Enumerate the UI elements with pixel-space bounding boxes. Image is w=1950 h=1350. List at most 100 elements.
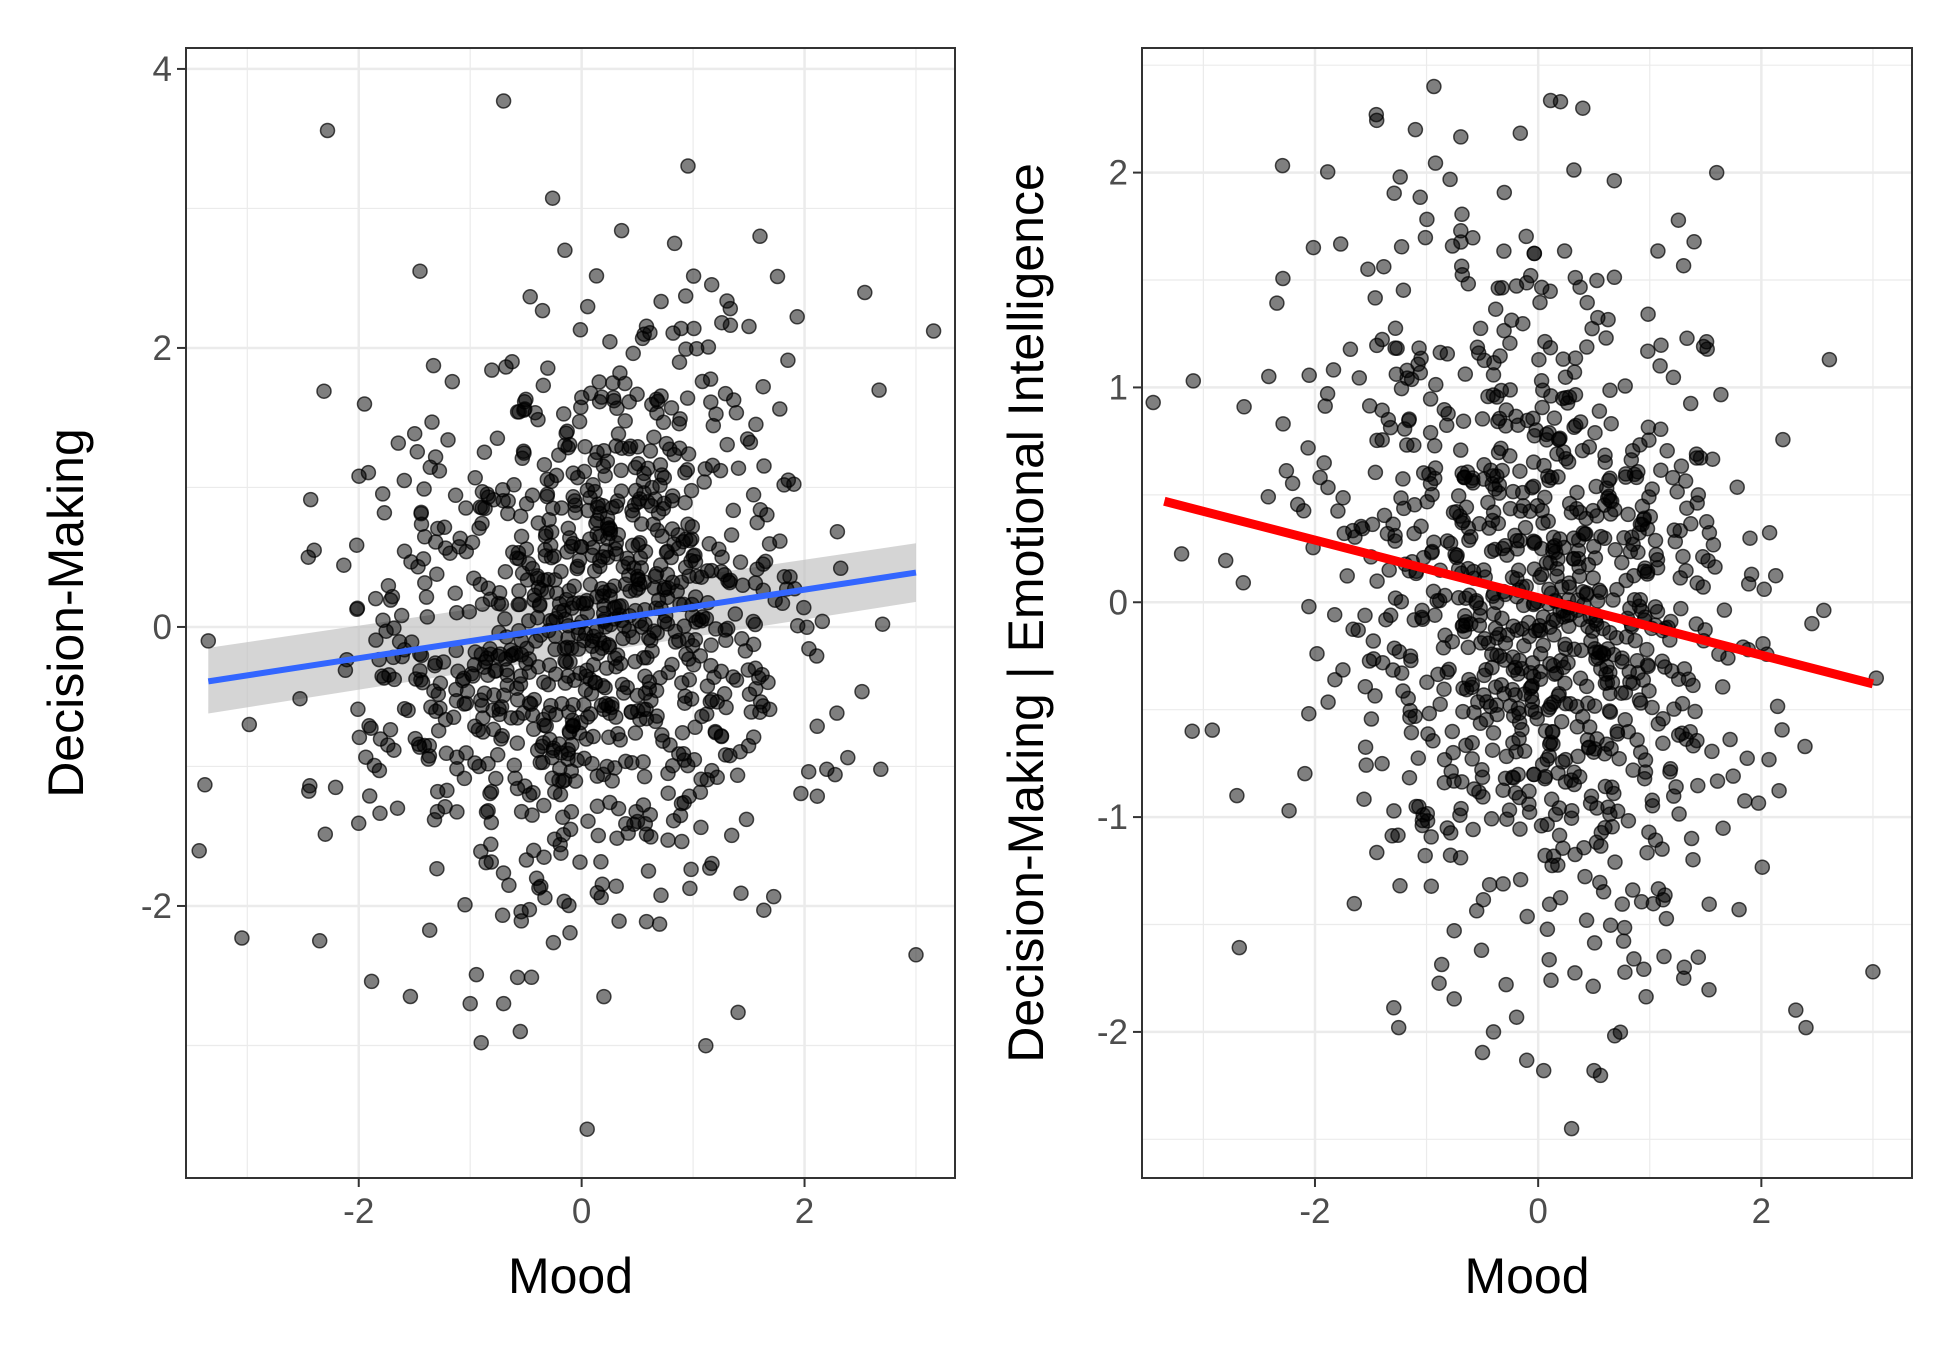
right-data-point <box>1582 795 1599 812</box>
right-data-point <box>1185 373 1202 389</box>
left-data-point <box>555 406 572 422</box>
left-data-point <box>480 489 497 505</box>
right-data-point <box>1543 972 1559 989</box>
right-data-point <box>1374 331 1390 348</box>
right-data-point <box>1606 172 1623 189</box>
left-data-point <box>557 675 574 691</box>
right-data-point <box>1403 371 1420 388</box>
right-data-point <box>1465 821 1481 838</box>
right-data-point <box>1555 351 1571 367</box>
left-data-point <box>700 339 717 355</box>
left-data-point <box>565 717 582 733</box>
right-data-point <box>1685 677 1701 694</box>
right-data-point <box>1487 679 1504 695</box>
right-data-point <box>1427 155 1444 171</box>
left-data-point <box>747 660 764 677</box>
right-data-point <box>1447 546 1463 563</box>
right-data-point <box>1685 851 1701 868</box>
left-data-point <box>644 396 660 413</box>
right-data-point <box>1731 901 1747 918</box>
left-x-tick-label: -2 <box>343 1192 374 1231</box>
right-data-point <box>1473 942 1490 959</box>
left-data-point <box>536 797 552 814</box>
left-data-point <box>571 413 588 430</box>
right-data-point <box>1589 731 1605 747</box>
left-data-point <box>725 392 742 408</box>
right-data-point <box>1335 490 1351 506</box>
left-data-point <box>477 653 494 670</box>
left-data-point <box>642 324 658 341</box>
left-plot-frame <box>185 47 956 1179</box>
left-data-point <box>562 654 578 670</box>
left-data-point <box>608 878 624 894</box>
right-data-point <box>1376 507 1393 524</box>
right-data-point <box>1569 484 1585 501</box>
left-data-point <box>686 320 702 337</box>
right-data-point <box>1653 337 1669 353</box>
right-data-point <box>1671 806 1687 822</box>
right-data-point <box>1412 189 1428 206</box>
left-data-point <box>745 729 762 745</box>
right-data-point <box>1589 272 1605 289</box>
left-data-point <box>732 554 749 570</box>
left-data-point <box>311 933 328 949</box>
left-data-point <box>553 500 570 516</box>
left-data-point <box>774 595 791 612</box>
left-data-point <box>430 520 446 537</box>
right-data-point <box>1284 475 1301 492</box>
left-data-point <box>589 589 605 605</box>
left-data-point <box>873 761 889 778</box>
left-data-point <box>651 916 668 932</box>
right-data-point <box>1579 339 1595 355</box>
left-data-point <box>643 498 660 514</box>
left-data-point <box>625 345 641 362</box>
left-data-point <box>602 794 618 811</box>
left-data-point <box>509 780 526 797</box>
right-data-point <box>1484 512 1501 529</box>
right-data-point <box>1636 563 1653 579</box>
left-data-point <box>440 432 456 448</box>
right-data-point <box>1725 768 1741 784</box>
left-data-point <box>772 533 788 549</box>
left-data-point <box>586 563 603 579</box>
left-data-point <box>390 435 407 451</box>
right-data-point <box>1332 236 1349 252</box>
left-data-point <box>713 728 730 745</box>
right-data-point <box>1611 750 1627 767</box>
left-data-point <box>473 1034 489 1051</box>
left-data-point <box>619 550 635 567</box>
left-data-point <box>789 309 805 325</box>
right-data-point <box>1274 157 1291 174</box>
left-data-point <box>772 401 788 417</box>
right-data-point <box>1485 1024 1502 1040</box>
right-data-point <box>1657 659 1673 675</box>
right-data-point <box>1540 513 1556 530</box>
right-data-point <box>1532 294 1548 311</box>
right-data-point <box>1552 93 1569 110</box>
left-data-point <box>351 729 368 746</box>
right-data-point <box>1563 810 1580 826</box>
left-data-point <box>874 616 891 632</box>
right-data-point <box>1342 341 1359 358</box>
right-data-point <box>1516 743 1533 759</box>
left-data-point <box>444 373 461 390</box>
right-data-point <box>1585 978 1601 995</box>
right-data-point <box>1692 450 1709 466</box>
right-data-point <box>1682 395 1699 412</box>
right-data-point <box>1630 665 1646 681</box>
right-data-point <box>1487 481 1503 497</box>
right-data-point <box>1525 454 1542 470</box>
right-data-point <box>1496 322 1512 339</box>
right-data-point <box>1428 376 1444 393</box>
right-data-point <box>1395 282 1412 298</box>
left-data-point <box>714 314 730 331</box>
left-data-point <box>643 632 659 649</box>
right-data-point <box>1550 431 1567 448</box>
right-data-point <box>1606 785 1622 802</box>
right-data-point <box>1470 694 1486 710</box>
left-data-point <box>611 913 627 929</box>
left-data-point <box>511 583 527 599</box>
right-data-point <box>1496 184 1513 201</box>
right-data-point <box>1431 975 1447 991</box>
